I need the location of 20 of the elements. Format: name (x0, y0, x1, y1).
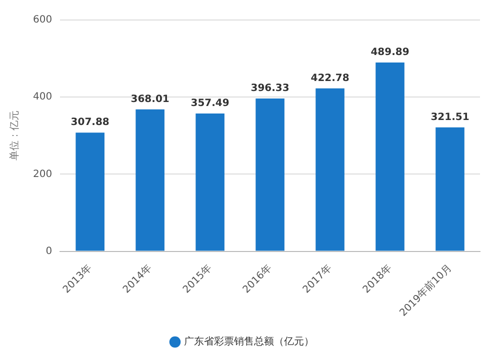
y-tick-label: 0 (46, 246, 52, 257)
data-label: 307.88 (70, 117, 110, 128)
bar (316, 88, 344, 251)
bar (256, 98, 284, 251)
y-tick-label: 200 (32, 168, 52, 180)
y-tick-label: 600 (32, 14, 52, 26)
data-label: 368.01 (130, 94, 170, 106)
data-label: 357.49 (190, 98, 230, 110)
y-tick-label: 400 (32, 92, 52, 103)
data-label: 422.78 (310, 72, 350, 84)
bar (436, 127, 464, 251)
bar (376, 62, 404, 251)
legend-label: 广东省彩票销售总额（亿元） (184, 336, 314, 348)
data-label: 489.89 (370, 47, 410, 58)
bar (76, 132, 104, 251)
bar (136, 109, 164, 251)
data-label: 396.33 (250, 83, 290, 94)
bar (196, 113, 224, 251)
data-label: 321.51 (430, 112, 470, 123)
y-axis-title: 单位：亿元 (8, 110, 21, 161)
